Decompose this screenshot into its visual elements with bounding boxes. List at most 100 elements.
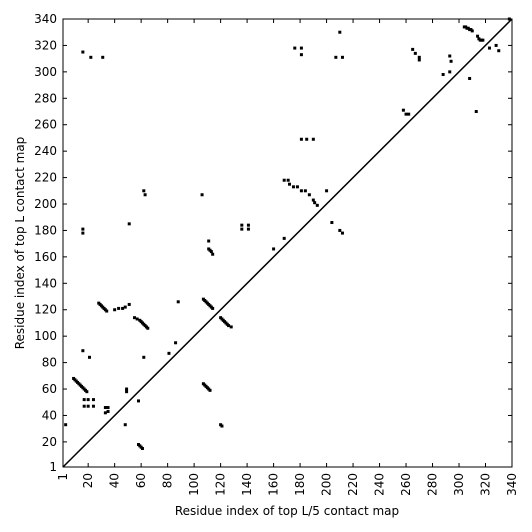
contact-point: [417, 55, 421, 59]
y-tick-label: 1: [49, 460, 57, 474]
contact-point: [311, 198, 315, 202]
y-tick-label: 240: [34, 144, 57, 158]
contact-point: [81, 227, 85, 231]
contact-point: [143, 193, 147, 197]
x-tick-label: 100: [187, 473, 201, 496]
contact-point: [340, 55, 344, 59]
contact-point: [105, 309, 109, 313]
x-tick-label: 280: [426, 473, 440, 496]
contact-point: [468, 76, 472, 80]
contact-point: [487, 46, 491, 50]
contact-point: [330, 221, 334, 225]
x-tick-label: 60: [134, 473, 148, 488]
contact-point: [209, 250, 213, 254]
y-tick-label: 60: [42, 382, 57, 396]
contact-point: [299, 53, 303, 57]
y-tick-label: 200: [34, 197, 57, 211]
contact-point: [64, 423, 68, 427]
contact-point: [311, 137, 315, 141]
contact-point: [89, 55, 93, 59]
contact-point: [441, 73, 445, 77]
x-tick-label: 200: [320, 473, 334, 496]
x-tick-label: 240: [373, 473, 387, 496]
y-tick-label: 100: [34, 329, 57, 343]
contact-point: [282, 178, 286, 182]
contact-point: [313, 201, 317, 205]
contact-point: [413, 51, 417, 55]
contact-point: [106, 409, 110, 413]
contact-point: [246, 227, 250, 231]
contact-point: [293, 46, 297, 50]
contact-point: [494, 43, 498, 47]
contact-point: [142, 355, 146, 359]
contact-point: [82, 398, 86, 402]
contact-point: [146, 326, 150, 330]
contact-point: [133, 316, 137, 320]
contact-point: [338, 30, 342, 34]
contact-point: [227, 324, 231, 328]
contact-point: [81, 349, 85, 353]
x-tick-label: 80: [161, 473, 175, 488]
y-axis-label: Residue index of top L contact map: [13, 137, 27, 350]
x-tick-label: 1: [56, 473, 70, 481]
diagonal: [62, 18, 513, 468]
contact-point: [481, 38, 485, 42]
x-tick-label: 340: [505, 473, 519, 496]
contact-point: [338, 228, 342, 232]
contact-point: [113, 308, 117, 312]
contact-point: [87, 355, 91, 359]
contact-point: [448, 54, 452, 58]
contact-point: [220, 424, 224, 428]
contact-point: [299, 46, 303, 50]
y-tick-label: 160: [34, 250, 57, 264]
contact-point: [334, 55, 338, 59]
y-tick-label: 20: [42, 435, 57, 449]
contact-point: [299, 189, 303, 193]
x-tick-label: 220: [346, 473, 360, 496]
contact-point: [81, 231, 85, 235]
y-tick-label: 300: [34, 65, 57, 79]
contact-point: [470, 29, 474, 33]
contact-point: [82, 404, 86, 408]
contact-point: [81, 50, 85, 54]
contact-point: [229, 325, 233, 329]
contact-point: [407, 112, 411, 116]
x-tick-label: 300: [452, 473, 466, 496]
contact-point: [476, 34, 480, 38]
y-tick-label: 280: [34, 91, 57, 105]
contact-point: [85, 390, 89, 394]
contact-point: [303, 189, 307, 193]
contact-point: [123, 305, 127, 309]
contact-point: [91, 404, 95, 408]
contact-point: [211, 306, 215, 310]
contact-point: [401, 108, 405, 112]
contact-point: [295, 185, 299, 189]
contact-point: [404, 112, 408, 116]
contact-point: [315, 203, 319, 207]
y-tick-label: 80: [42, 356, 57, 370]
contact-point: [307, 193, 311, 197]
contact-point: [208, 388, 212, 392]
contact-point: [305, 137, 309, 141]
contact-point: [299, 137, 303, 141]
x-tick-label: 180: [293, 473, 307, 496]
contact-point: [287, 182, 291, 186]
y-tick-label: 260: [34, 118, 57, 132]
contact-point: [200, 193, 204, 197]
contact-point: [207, 239, 211, 243]
x-axis-label: Residue index of top L/5 contact map: [175, 504, 399, 518]
contact-point: [121, 306, 125, 310]
plot-frame: [62, 18, 513, 468]
x-tick-label: 160: [267, 473, 281, 496]
contact-point: [123, 423, 127, 427]
contact-point: [86, 404, 90, 408]
y-tick-label: 220: [34, 171, 57, 185]
contact-point: [240, 223, 244, 227]
contact-point: [101, 55, 105, 59]
contact-point: [282, 236, 286, 240]
y-tick-label: 340: [34, 12, 57, 26]
contact-point: [140, 446, 144, 450]
x-tick-label: 320: [479, 473, 493, 496]
